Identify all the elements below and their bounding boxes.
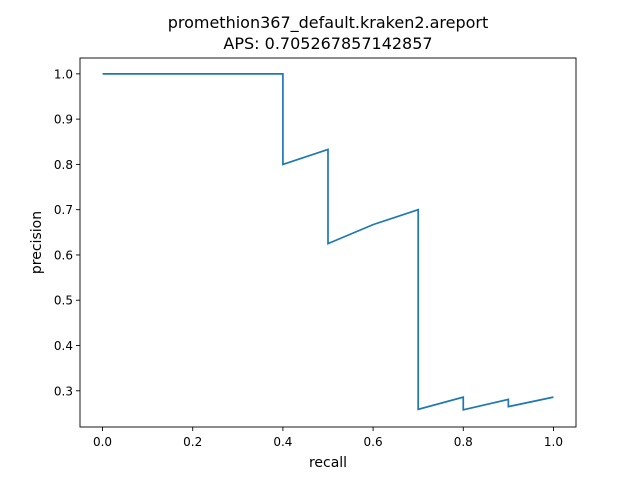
x-axis-ticks: 0.0 0.2 0.4 0.6 0.8 1.0 [93, 427, 563, 449]
y-tick-label: 0.6 [54, 248, 73, 262]
x-tick-label: 1.0 [544, 435, 563, 449]
plot-area [79, 57, 577, 428]
y-tick-label: 0.8 [54, 158, 73, 172]
series-line [102, 72, 554, 411]
x-tick-label: 0.4 [273, 435, 292, 449]
x-tick-label: 0.6 [364, 435, 383, 449]
chart-title-line2: APS: 0.705267857142857 [223, 34, 432, 53]
y-tick-label: 0.7 [54, 203, 73, 217]
y-tick-label: 0.9 [54, 113, 73, 127]
y-tick-label: 1.0 [54, 67, 73, 81]
y-tick-label: 0.5 [54, 294, 73, 308]
x-tick-label: 0.2 [183, 435, 202, 449]
chart-title-line1: promethion367_default.kraken2.areport [168, 13, 489, 33]
plot-frame [79, 57, 577, 428]
y-axis-label: precision [29, 211, 45, 274]
y-tick-label: 0.3 [54, 384, 73, 398]
x-tick-label: 0.0 [93, 435, 112, 449]
y-tick-label: 0.4 [54, 339, 73, 353]
x-axis-label: recall [309, 455, 347, 471]
x-tick-label: 0.8 [454, 435, 473, 449]
y-axis-ticks: 0.3 0.4 0.5 0.6 0.7 0.8 0.9 1.0 [54, 67, 80, 398]
